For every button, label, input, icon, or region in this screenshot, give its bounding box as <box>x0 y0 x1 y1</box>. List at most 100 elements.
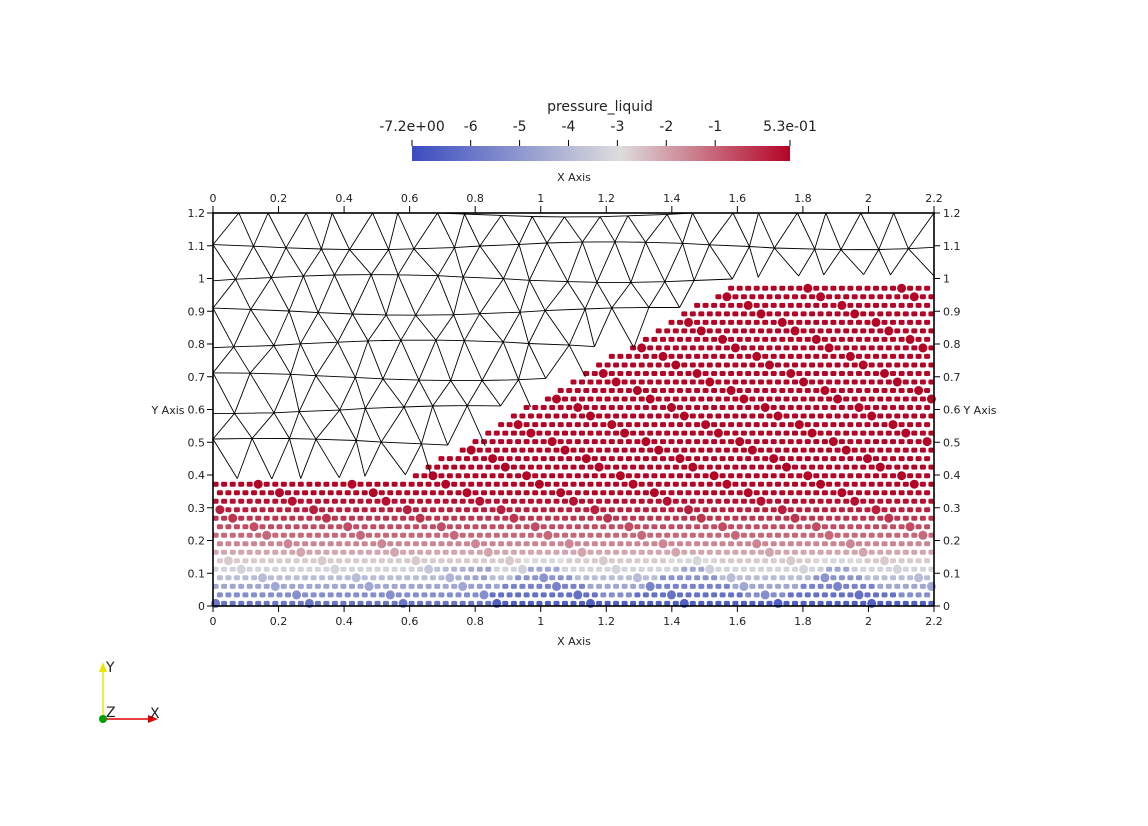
cell-glyph <box>877 600 884 606</box>
cell-glyph <box>843 430 850 436</box>
cell-glyph <box>221 549 228 555</box>
cell-glyph <box>732 583 739 589</box>
cell-glyph <box>735 437 745 447</box>
cell-glyph <box>843 294 850 300</box>
cell-glyph <box>272 549 279 555</box>
cell-glyph <box>867 411 877 421</box>
cell-glyph <box>877 396 884 402</box>
cell-glyph <box>851 583 858 589</box>
cell-glyph <box>221 515 228 521</box>
cell-glyph <box>356 530 365 540</box>
cell-glyph <box>404 575 411 581</box>
cell-glyph <box>374 481 381 487</box>
cell-glyph <box>868 294 875 300</box>
cell-glyph <box>353 507 360 513</box>
cell-glyph <box>758 464 764 470</box>
cell-glyph <box>864 490 871 496</box>
cell-glyph <box>451 583 458 589</box>
cell-glyph <box>928 430 935 436</box>
cell-glyph <box>881 336 888 342</box>
cell-glyph <box>455 558 462 564</box>
cell-glyph <box>366 532 372 538</box>
cell-glyph <box>591 524 598 530</box>
cell-glyph <box>702 558 709 564</box>
cell-glyph <box>634 405 641 410</box>
cell-glyph <box>319 490 326 496</box>
cell-glyph <box>766 413 773 419</box>
cell-glyph <box>892 377 902 387</box>
cell-glyph <box>766 328 773 334</box>
cell-glyph <box>574 422 581 428</box>
cell-glyph <box>898 541 905 547</box>
cell-glyph <box>638 498 645 504</box>
cell-glyph <box>289 549 296 555</box>
cell-glyph <box>408 515 415 521</box>
cell-glyph <box>821 507 828 513</box>
cell-glyph <box>799 564 809 574</box>
cell-glyph <box>532 490 539 496</box>
cell-glyph <box>775 345 781 351</box>
cell-glyph <box>804 507 811 513</box>
cell-glyph <box>833 394 843 404</box>
cell-glyph <box>638 447 645 453</box>
colorbar-tick-label: -3 <box>610 119 624 135</box>
cell-glyph <box>613 481 620 487</box>
cell-glyph <box>293 558 300 564</box>
y-tick-label-left: 0.3 <box>188 502 206 515</box>
cell-glyph <box>395 541 402 547</box>
cell-glyph <box>800 481 807 487</box>
cell-glyph <box>770 353 777 359</box>
cell-glyph <box>706 447 713 453</box>
cell-glyph <box>498 592 505 598</box>
cell-glyph <box>689 532 696 538</box>
cell-glyph <box>608 473 615 479</box>
cell-glyph <box>800 362 807 368</box>
cell-glyph <box>838 558 845 564</box>
cell-glyph <box>408 481 415 487</box>
cell-glyph <box>489 592 496 598</box>
cell-glyph <box>668 558 675 564</box>
cell-glyph <box>395 558 402 564</box>
cell-glyph <box>826 430 833 436</box>
cell-glyph <box>792 396 798 402</box>
cell-glyph <box>723 396 730 402</box>
cell-glyph <box>557 575 564 581</box>
cell-glyph <box>868 362 875 368</box>
cell-glyph <box>600 422 607 428</box>
cell-glyph <box>924 302 931 308</box>
cell-glyph <box>664 566 671 572</box>
cell-glyph <box>395 507 402 513</box>
cell-glyph <box>890 319 896 325</box>
cell-glyph <box>732 600 739 606</box>
cell-glyph <box>536 447 543 453</box>
cell-glyph <box>834 362 841 368</box>
cell-glyph <box>630 362 637 368</box>
cell-glyph <box>894 345 901 351</box>
cell-glyph <box>689 430 696 436</box>
cell-glyph <box>928 413 935 419</box>
cell-glyph <box>451 515 458 521</box>
cell-glyph <box>860 379 867 385</box>
cell-glyph <box>472 490 479 496</box>
cell-glyph <box>527 464 534 470</box>
cell-glyph <box>229 583 236 589</box>
cell-glyph <box>446 473 453 479</box>
cell-glyph <box>502 583 509 589</box>
cell-glyph <box>451 549 458 555</box>
cell-glyph <box>630 430 637 436</box>
cell-glyph <box>894 532 901 538</box>
cell-glyph <box>702 353 709 359</box>
cell-glyph <box>753 592 760 598</box>
cell-glyph <box>830 371 837 376</box>
cell-glyph <box>579 566 585 572</box>
cell-glyph <box>890 405 896 410</box>
cell-glyph <box>310 490 317 496</box>
cell-glyph <box>821 541 828 547</box>
cell-glyph <box>570 566 577 572</box>
cell-glyph <box>651 388 658 393</box>
cell-glyph <box>792 600 798 606</box>
cell-glyph <box>544 464 551 470</box>
cell-glyph <box>698 600 705 606</box>
cell-glyph <box>877 328 884 334</box>
